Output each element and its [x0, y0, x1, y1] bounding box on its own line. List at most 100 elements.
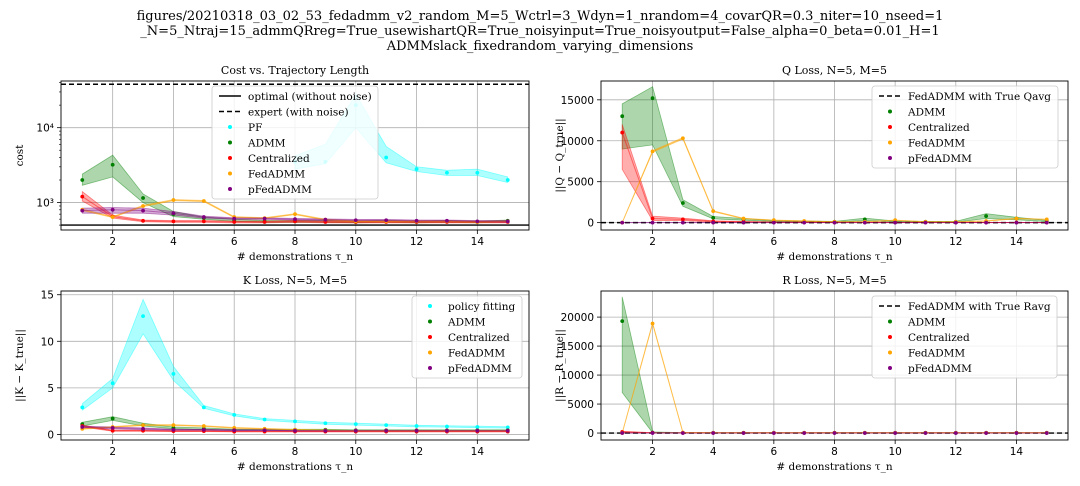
x-tick-label: 6 — [771, 236, 778, 248]
point-Centralized — [141, 218, 145, 223]
legend-dot-marker — [888, 319, 892, 324]
point-pFedADMM — [1044, 431, 1049, 435]
legend-dot-marker — [428, 319, 432, 324]
x-tick-label: 14 — [1010, 236, 1024, 248]
subplot-title: Cost vs. Trajectory Length — [221, 64, 369, 77]
point-FedADMM — [171, 423, 176, 427]
x-tick-label: 10 — [349, 446, 362, 458]
x-tick-label: 4 — [710, 236, 717, 248]
point-pFedADMM — [741, 431, 746, 435]
legend-label: optimal (without noise) — [248, 91, 372, 103]
legend-dot-marker — [228, 125, 232, 129]
x-tick-label: 12 — [410, 236, 423, 248]
point-pFedADMM — [984, 220, 989, 225]
point-FedADMM — [711, 209, 716, 214]
point-pFedADMM — [80, 425, 85, 429]
y-tick-label: 0 — [587, 428, 594, 440]
legend-label: pFedADMM — [448, 363, 512, 375]
x-tick-label: 6 — [231, 446, 238, 458]
point-pFedADMM — [293, 217, 297, 222]
legend-dot-marker — [888, 109, 892, 114]
legend: FedADMM with True Qavg ADMM Centralized Fed… — [871, 85, 1059, 169]
point-pFedADMM — [505, 428, 510, 433]
point-pFedADMM — [741, 220, 746, 225]
point-ADMM — [650, 96, 655, 101]
legend-label: FedADMM with True Qavg — [908, 91, 1051, 103]
point-Centralized — [262, 220, 267, 224]
point-PF — [293, 419, 297, 424]
y-tick-label: 10000 — [561, 136, 594, 148]
subplot-1: 2 4 6 8 10 12 14 10³ 10⁴ Cost vs. Trajectory Leng… — [14, 64, 530, 263]
x-tick-label: 8 — [831, 446, 838, 458]
point-pFedADMM — [475, 219, 480, 224]
legend-label: ADMM — [907, 317, 946, 329]
point-pFedADMM — [262, 216, 267, 221]
legend: optimal (without noise) expert (with nois… — [211, 85, 379, 200]
point-pFedADMM — [893, 431, 898, 435]
subplot-2: 2 4 6 8 10 12 14 0 5000 10000 15000 Q Loss, N=5, M=… — [554, 64, 1069, 263]
subplot-title: R Loss, N=5, M=5 — [782, 274, 886, 287]
legend-label: FedADMM — [448, 348, 505, 360]
point-pFedADMM — [862, 220, 867, 225]
point-Centralized — [171, 219, 176, 224]
point-pFedADMM — [862, 431, 867, 435]
point-pFedADMM — [953, 220, 958, 225]
legend-label: expert (with noise) — [248, 107, 349, 119]
legend-dot-marker — [428, 335, 432, 339]
point-ADMM — [620, 319, 625, 324]
point-pFedADMM — [445, 218, 449, 223]
point-pFedADMM — [262, 428, 267, 433]
x-axis-label: # demonstrations τ_n — [776, 461, 892, 473]
x-tick-label: 12 — [410, 446, 423, 458]
point-pFedADMM — [201, 427, 206, 432]
point-pFedADMM — [802, 431, 807, 435]
point-pFedADMM — [293, 428, 297, 433]
point-pFedADMM — [80, 208, 85, 213]
y-tick-label: 15000 — [561, 95, 594, 107]
point-pFedADMM — [384, 428, 389, 433]
legend: FedADMM with True Ravg ADMM Centralized Fed… — [871, 295, 1058, 379]
point-pFedADMM — [201, 215, 206, 219]
y-tick-label: 0 — [47, 429, 54, 441]
y-tick-label: 15000 — [561, 341, 594, 353]
point-Centralized — [232, 220, 237, 224]
point-PF — [171, 371, 176, 376]
legend-label: policy fitting — [448, 301, 515, 313]
point-pFedADMM — [832, 431, 837, 435]
y-tick-label: 15 — [41, 290, 54, 302]
x-tick-label: 4 — [170, 446, 177, 458]
point-pFedADMM — [771, 431, 776, 435]
x-tick-label: 14 — [471, 236, 485, 248]
point-pFedADMM — [680, 431, 685, 435]
point-Centralized — [110, 428, 115, 433]
x-tick-label: 12 — [949, 446, 962, 458]
point-FedADMM — [110, 215, 115, 219]
legend-label: ADMM — [907, 107, 946, 119]
x-tick-label: 4 — [170, 236, 177, 248]
legend-dot-marker — [228, 187, 232, 191]
point-PF — [323, 421, 328, 426]
point-pFedADMM — [802, 220, 807, 225]
point-Centralized — [650, 216, 655, 221]
point-PF — [445, 424, 449, 429]
x-tick-label: 14 — [1010, 446, 1024, 458]
point-PF — [475, 425, 480, 429]
point-pFedADMM — [110, 425, 115, 430]
point-ADMM — [80, 178, 85, 182]
point-PF — [141, 314, 145, 319]
point-FedADMM — [171, 198, 176, 202]
point-Centralized — [80, 194, 85, 199]
point-PF — [80, 405, 85, 410]
point-PF — [110, 381, 115, 386]
grid — [601, 291, 1068, 440]
point-pFedADMM — [414, 218, 419, 223]
point-Centralized — [680, 217, 685, 222]
y-axis-label: ||Q − Q_true|| — [554, 118, 567, 192]
legend-label: FedADMM — [908, 348, 965, 360]
legend-box — [871, 85, 1059, 169]
legend-label: Centralized — [448, 332, 510, 344]
x-axis-label: # demonstrations τ_n — [776, 251, 892, 263]
point-pFedADMM — [232, 216, 237, 221]
point-pFedADMM — [141, 426, 145, 431]
